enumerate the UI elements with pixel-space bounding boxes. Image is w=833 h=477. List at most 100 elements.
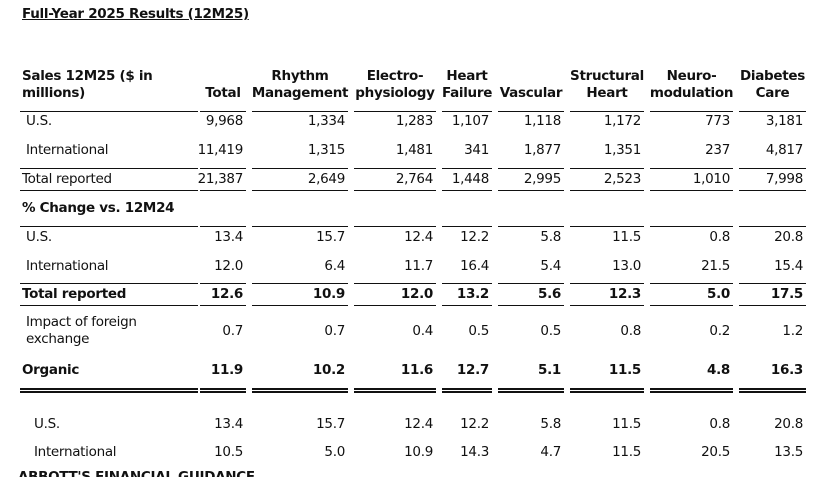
rule <box>20 226 198 227</box>
cell-value: 0.7 <box>324 322 345 339</box>
rule <box>200 388 246 390</box>
rule <box>498 226 564 227</box>
cell-value: 15.4 <box>774 257 803 274</box>
rule <box>354 168 436 169</box>
cell-value: 12.2 <box>460 228 489 245</box>
row-label: % Change vs. 12M24 <box>22 199 175 216</box>
rule <box>20 190 198 191</box>
cell-value: 5.6 <box>537 285 561 302</box>
rule <box>200 305 246 306</box>
cell-value: 2,649 <box>307 170 345 187</box>
rule <box>739 190 806 191</box>
rule <box>498 391 564 393</box>
rule <box>354 305 436 306</box>
cell-value: 1,481 <box>395 141 433 158</box>
rule <box>442 190 492 191</box>
rule <box>442 391 492 393</box>
cell-value: 16.3 <box>770 361 803 378</box>
cell-value: 12.0 <box>214 257 243 274</box>
cell-value: 1,334 <box>307 112 345 129</box>
cell-value: 1,118 <box>523 112 561 129</box>
cell-value: 11.5 <box>612 415 641 432</box>
cell-value: 3,181 <box>765 112 803 129</box>
rule <box>739 168 806 169</box>
rule <box>570 283 644 284</box>
rule <box>650 226 733 227</box>
rule <box>570 305 644 306</box>
rule <box>570 388 644 390</box>
rule <box>252 388 348 390</box>
cell-value: 16.4 <box>460 257 489 274</box>
column-header: Structural Heart <box>570 68 644 101</box>
row-label: International <box>26 141 109 158</box>
cell-value: 13.4 <box>214 228 243 245</box>
cell-value: 10.5 <box>214 443 243 460</box>
cell-value: 13.5 <box>774 443 803 460</box>
rule <box>20 168 198 169</box>
cell-value: 2,523 <box>603 170 641 187</box>
row-label: U.S. <box>26 112 52 129</box>
column-header: Sales 12M25 ($ in millions) <box>22 68 153 101</box>
rule <box>650 388 733 390</box>
cell-value: 5.1 <box>537 361 561 378</box>
cell-value: 4.8 <box>706 361 730 378</box>
cell-value: 11.5 <box>612 228 641 245</box>
cell-value: 0.2 <box>709 322 730 339</box>
cell-value: 2,995 <box>523 170 561 187</box>
cell-value: 1,351 <box>603 141 641 158</box>
rule <box>354 226 436 227</box>
rule <box>739 388 806 390</box>
cell-value: 773 <box>705 112 730 129</box>
rule <box>498 168 564 169</box>
rule <box>570 168 644 169</box>
rule <box>739 283 806 284</box>
rule <box>252 305 348 306</box>
cell-value: 1,172 <box>603 112 641 129</box>
row-label: Organic <box>22 361 80 378</box>
cell-value: 12.4 <box>404 228 433 245</box>
cell-value: 7,998 <box>765 170 803 187</box>
cell-value: 20.5 <box>701 443 730 460</box>
cell-value: 0.4 <box>412 322 433 339</box>
rule <box>354 111 436 112</box>
cell-value: 12.7 <box>456 361 489 378</box>
column-header: Neuro- modulation <box>649 68 734 101</box>
rule <box>252 283 348 284</box>
rule <box>200 168 246 169</box>
rule <box>650 168 733 169</box>
cell-value: 2,764 <box>395 170 433 187</box>
cell-value: 13.4 <box>214 415 243 432</box>
rule <box>570 190 644 191</box>
cell-value: 14.3 <box>460 443 489 460</box>
column-header: Total <box>205 85 241 101</box>
cell-value: 4.7 <box>540 443 561 460</box>
cell-value: 0.8 <box>709 228 730 245</box>
cell-value: 10.9 <box>312 285 345 302</box>
rule <box>739 226 806 227</box>
cell-value: 11.7 <box>404 257 433 274</box>
cell-value: 11.5 <box>612 443 641 460</box>
cell-value: 1,877 <box>523 141 561 158</box>
rule <box>442 168 492 169</box>
cell-value: 11.5 <box>608 361 641 378</box>
column-header: Rhythm Management <box>251 68 349 101</box>
cell-value: 12.3 <box>608 285 641 302</box>
cell-value: 11,419 <box>197 141 244 158</box>
cell-value: 11.9 <box>210 361 243 378</box>
cell-value: 1.2 <box>782 322 803 339</box>
rule <box>354 283 436 284</box>
rule <box>252 226 348 227</box>
rule <box>200 226 246 227</box>
rule <box>498 111 564 112</box>
cell-value: 1,107 <box>451 112 489 129</box>
row-label: U.S. <box>26 228 52 245</box>
cell-value: 5.4 <box>540 257 561 274</box>
cell-value: 0.5 <box>468 322 489 339</box>
cell-value: 1,283 <box>395 112 433 129</box>
rule <box>354 190 436 191</box>
row-label: U.S. <box>34 415 60 432</box>
rule <box>442 226 492 227</box>
cell-value: 15.7 <box>316 415 345 432</box>
cell-value: 15.7 <box>316 228 345 245</box>
rule <box>442 111 492 112</box>
